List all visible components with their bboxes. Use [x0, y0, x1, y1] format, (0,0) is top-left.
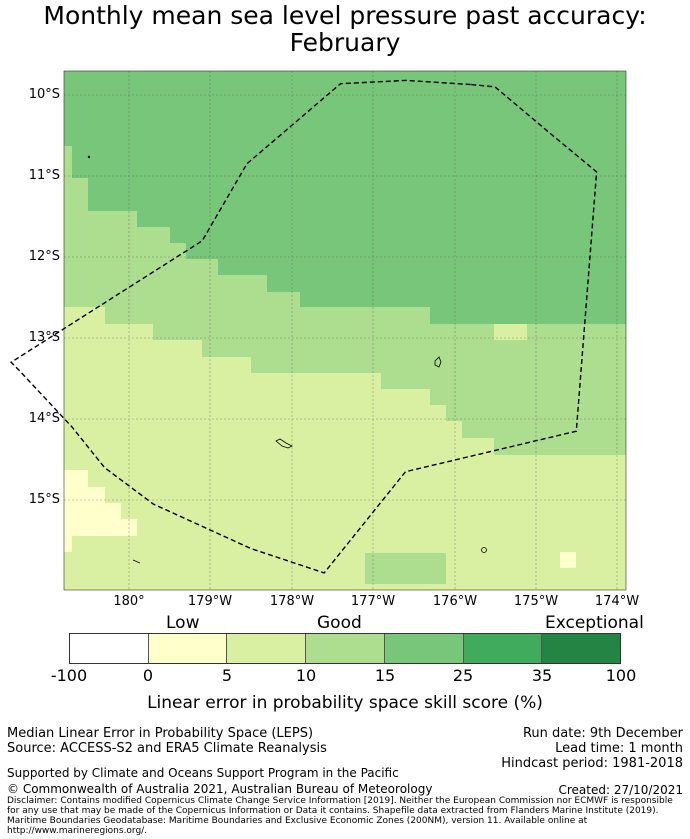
- method-text: Median Linear Error in Probability Space…: [7, 726, 314, 741]
- title-line-1: Monthly mean sea level pressure past acc…: [43, 1, 647, 30]
- colorbar-label: Linear error in probability space skill …: [147, 693, 543, 713]
- lon-label-174w: 174°W: [594, 594, 640, 609]
- colorbar-tick-7: 35: [531, 666, 553, 685]
- lat-label-11s: 11°S: [28, 168, 60, 183]
- lat-label-14s: 14°S: [28, 411, 60, 426]
- colorbar-tick-4: 10: [295, 666, 317, 685]
- source-text: Source: ACCESS-S2 and ERA5 Climate Reana…: [7, 741, 327, 756]
- lon-label-177w: 177°W: [350, 594, 396, 609]
- lon-label-179w: 179°W: [187, 594, 233, 609]
- island-southwest: [132, 559, 141, 564]
- lon-label-178w: 178°W: [269, 594, 315, 609]
- map-gridlines: [64, 71, 626, 590]
- created-text: Created: 27/10/2021: [558, 783, 683, 797]
- category-exceptional: Exceptional: [545, 613, 644, 633]
- island-upolu: [275, 438, 293, 449]
- run-date-text: Run date: 9th December: [522, 726, 683, 741]
- colorbar-segment-7: [542, 634, 621, 663]
- category-low: Low: [166, 613, 200, 633]
- colorbar-segment-6: [463, 634, 543, 663]
- eez-boundary-line: [9, 79, 598, 574]
- title-line-2: February: [289, 28, 401, 57]
- chart-title: Monthly mean sea level pressure past acc…: [0, 2, 690, 56]
- colorbar-tick-3: 5: [221, 666, 233, 685]
- lon-label-176w: 176°W: [432, 594, 478, 609]
- lat-label-12s: 12°S: [28, 249, 60, 264]
- region-skill-0-5-spot: [560, 552, 576, 568]
- lat-label-15s: 15°S: [28, 492, 60, 507]
- colorbar-tick-5: 15: [374, 666, 396, 685]
- hindcast-text: Hindcast period: 1981-2018: [501, 756, 683, 771]
- region-skill-10-15-south: [365, 553, 446, 584]
- copyright-text: © Commonwealth of Australia 2021, Austra…: [7, 782, 433, 796]
- disclaimer-text: Disclaimer: Contains modified Copernicus…: [7, 796, 673, 836]
- lead-time-text: Lead time: 1 month: [555, 741, 683, 756]
- colorbar-segment-3: [227, 634, 307, 663]
- colorbar-tick-2: 0: [142, 666, 154, 685]
- colorbar: [69, 633, 621, 664]
- region-skill-15-25: [64, 71, 626, 340]
- map-frame: [63, 70, 627, 591]
- lat-label-13s: 13°S: [28, 330, 60, 345]
- colorbar-segment-5: [384, 634, 464, 663]
- region-skill-10-15-north: [64, 146, 626, 455]
- island-northwest: [87, 155, 91, 159]
- colorbar-tick-1: -100: [50, 666, 88, 685]
- colorbar-segment-2: [148, 634, 228, 663]
- supported-by-text: Supported by Climate and Oceans Support …: [7, 766, 399, 780]
- lat-label-10s: 10°S: [28, 87, 60, 102]
- colorbar-tick-6: 25: [452, 666, 474, 685]
- region-skill-0-5: [64, 470, 137, 552]
- lon-label-175w: 175°W: [513, 594, 559, 609]
- colorbar-segment-1: [70, 634, 149, 663]
- island-tutuila: [434, 356, 442, 368]
- skill-score-map: [9, 70, 627, 591]
- lon-label-180: 180°: [113, 594, 145, 609]
- category-good: Good: [317, 613, 362, 633]
- island-southeast: [481, 547, 487, 553]
- colorbar-tick-8: 100: [605, 666, 637, 685]
- islands: [87, 155, 487, 564]
- colorbar-segment-4: [306, 634, 385, 663]
